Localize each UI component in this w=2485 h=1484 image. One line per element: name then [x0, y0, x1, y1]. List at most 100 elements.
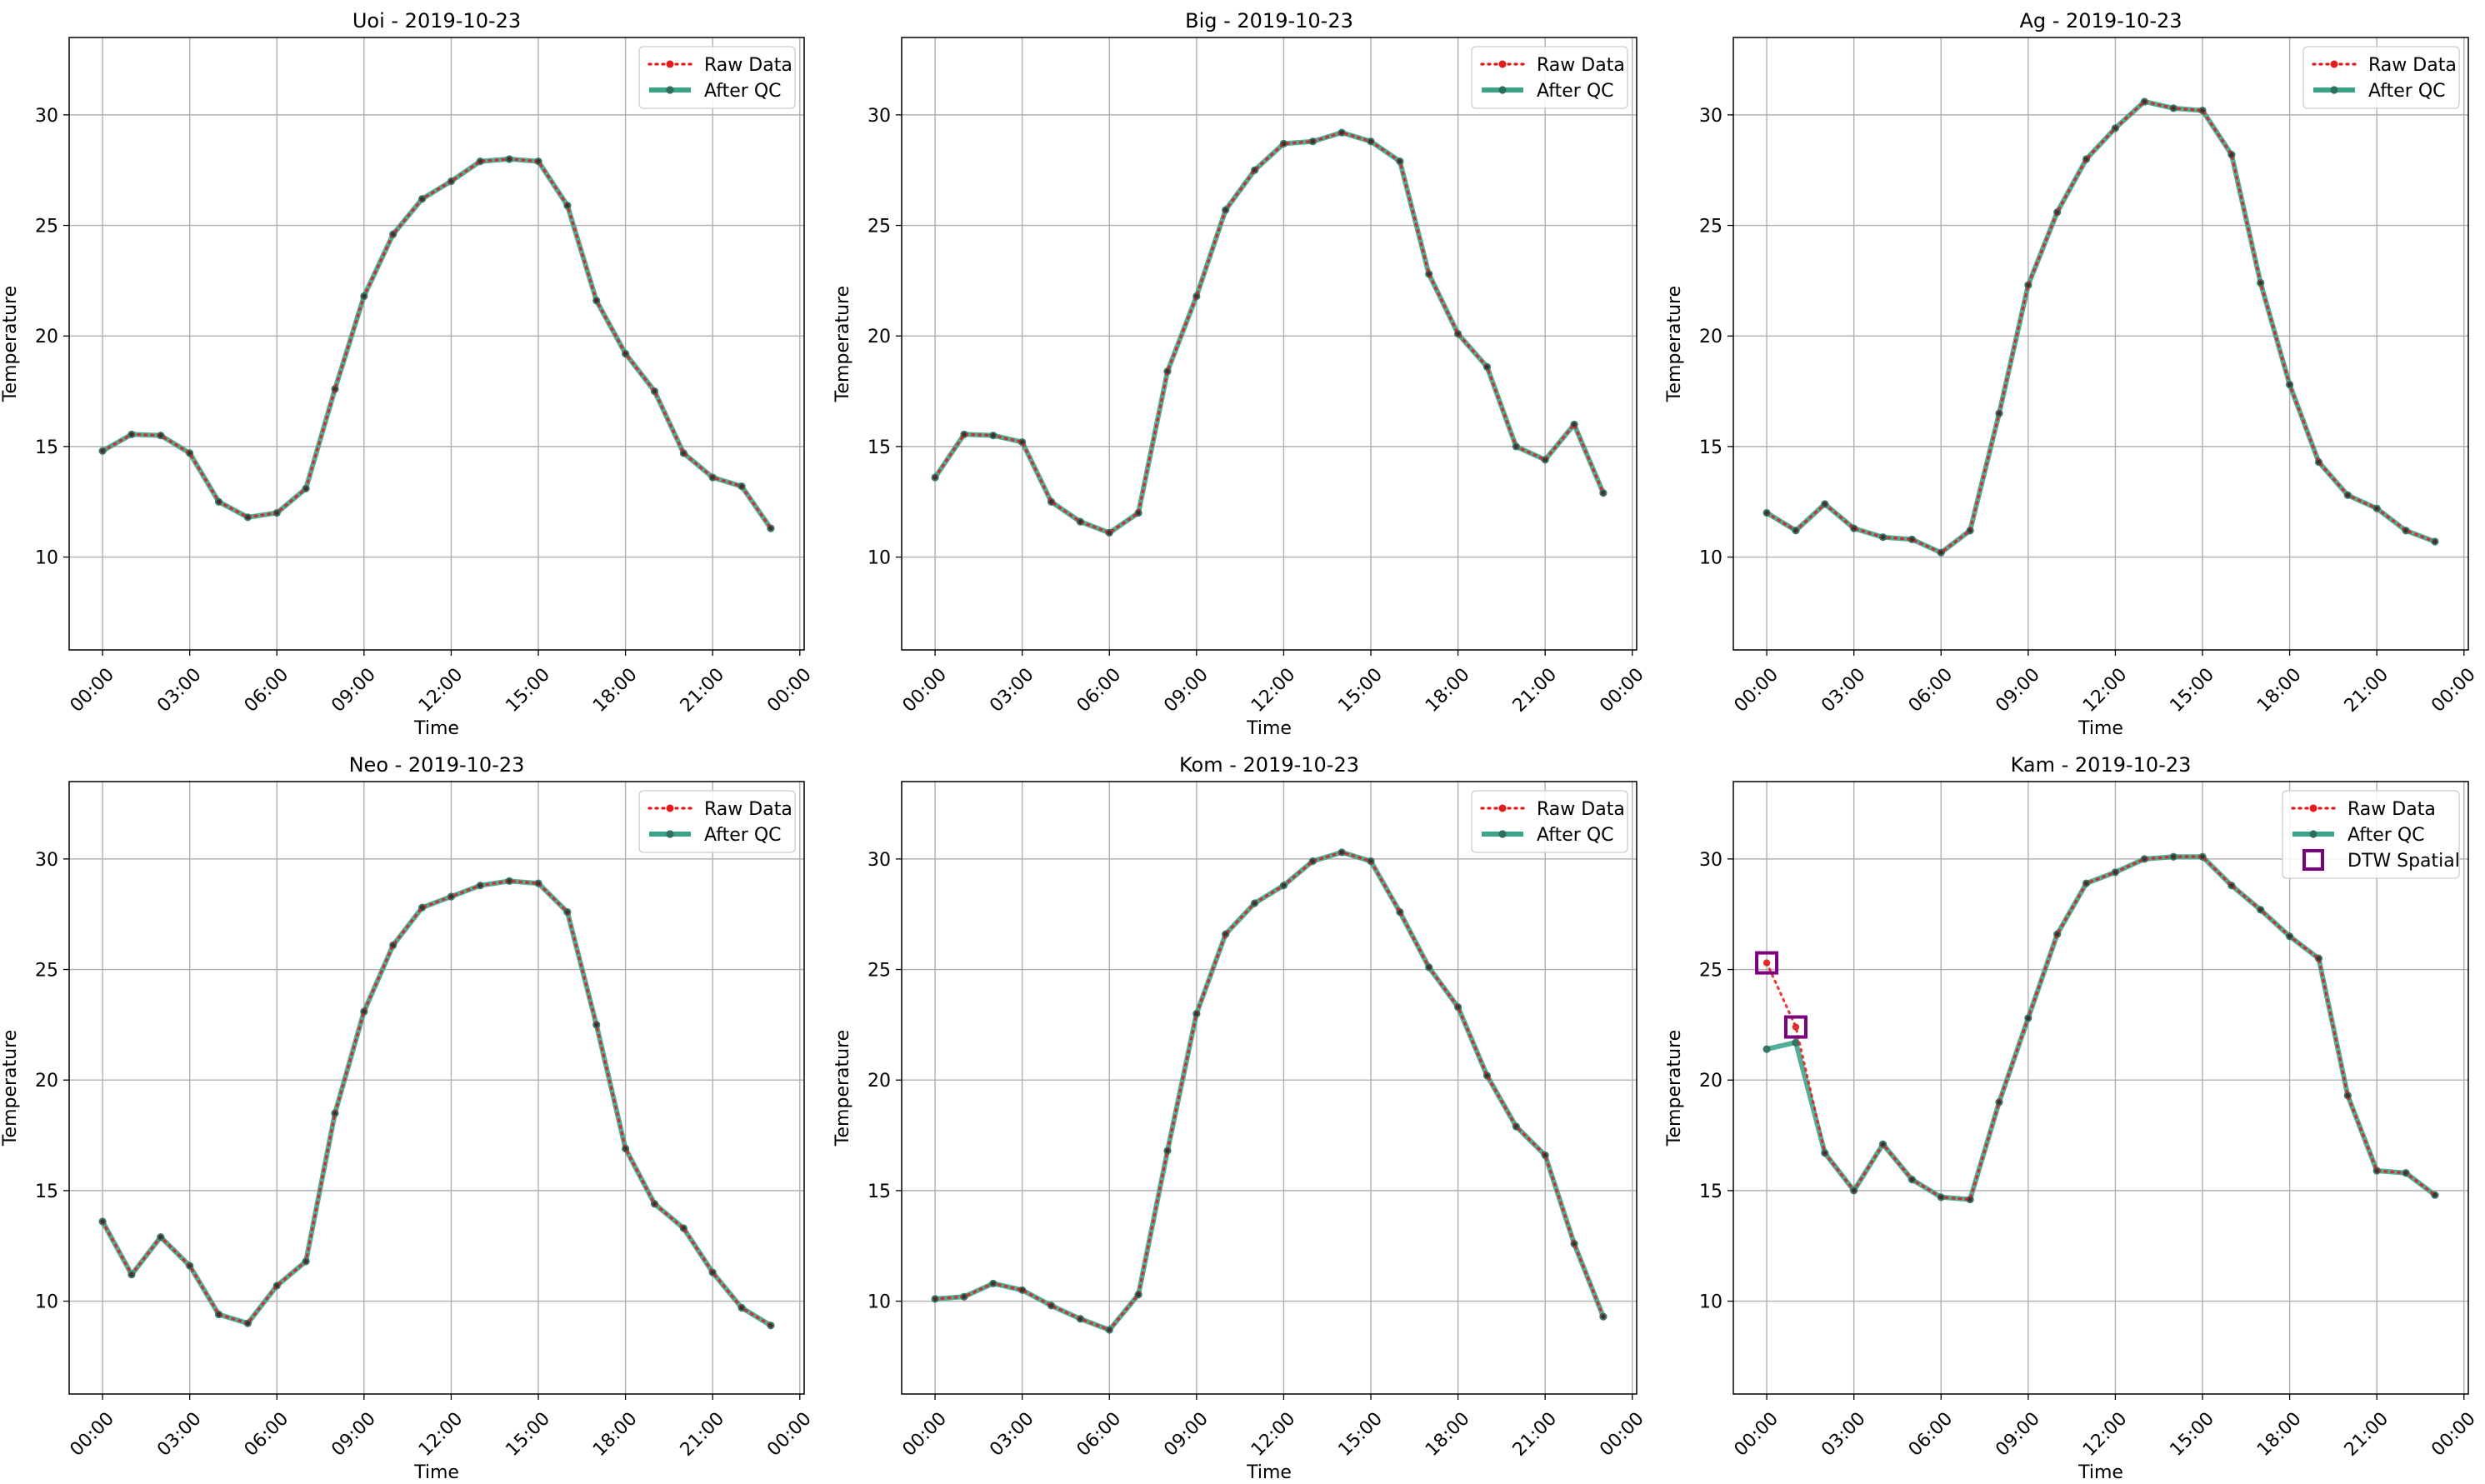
y-tick-label: 25	[35, 217, 58, 237]
x-tick-label: 15:00	[2166, 664, 2218, 717]
data-point-raw-data	[1909, 537, 1914, 542]
x-tick-label: 12:00	[415, 1408, 468, 1461]
x-tick-label: 15:00	[1334, 1408, 1387, 1461]
data-point-raw-data	[2026, 1016, 2031, 1021]
data-point-raw-data	[991, 433, 996, 438]
chart-title: Kam - 2019-10-23	[2011, 753, 2192, 777]
y-tick-label: 25	[868, 961, 891, 982]
data-point-raw-data	[1136, 510, 1141, 516]
x-tick-label: 09:00	[1160, 664, 1212, 717]
series-line-raw-data	[101, 157, 772, 530]
data-point-raw-data	[768, 526, 773, 531]
y-tick-label: 15	[868, 437, 891, 458]
data-point-raw-data	[2403, 1171, 2408, 1176]
y-axis-label: Temperature	[0, 286, 21, 402]
x-tick-label: 03:00	[153, 1408, 206, 1461]
data-point-raw-data	[391, 232, 396, 237]
data-point-raw-data	[100, 1219, 105, 1224]
data-point-raw-data	[1368, 139, 1373, 144]
y-tick-label: 15	[35, 1182, 58, 1202]
series-line-after-qc	[1764, 98, 2438, 556]
data-point-raw-data	[2229, 883, 2234, 888]
legend: Raw Data After QC	[638, 46, 796, 109]
x-tick-label: 03:00	[1818, 664, 1870, 717]
data-point-raw-data	[1484, 1073, 1490, 1078]
x-axis-label: Time	[413, 718, 459, 739]
legend-frame	[1471, 46, 1628, 109]
y-tick-label: 25	[35, 961, 58, 982]
y-tick-label: 10	[868, 548, 891, 569]
data-point-raw-data	[2200, 107, 2205, 113]
x-tick-label: 03:00	[153, 664, 206, 717]
data-point-raw-data	[245, 515, 250, 520]
x-tick-label: 09:00	[1992, 664, 2044, 717]
data-point-raw-data	[332, 387, 338, 392]
data-point-raw-data	[1194, 1012, 1199, 1017]
y-tick-label: 25	[1699, 217, 1722, 237]
data-point-raw-data	[1968, 1197, 1972, 1202]
legend-label-raw: Raw Data	[2348, 799, 2436, 820]
data-point-raw-data	[536, 158, 541, 164]
y-tick-label: 20	[868, 1071, 891, 1092]
data-point-raw-data	[2142, 857, 2147, 862]
data-point-raw-data	[129, 432, 134, 437]
x-tick-label: 18:00	[1422, 664, 1474, 717]
data-point-raw-data	[1542, 1152, 1548, 1158]
data-point-raw-data	[710, 475, 715, 480]
data-point-raw-data	[158, 433, 163, 438]
legend-marker-raw-data	[1498, 804, 1507, 812]
data-point-raw-data	[2288, 934, 2292, 939]
data-point-raw-data	[1909, 1177, 1914, 1182]
x-tick-label: 03:00	[1818, 1408, 1870, 1461]
legend-marker-after-qc	[2309, 830, 2318, 838]
y-axis-label: Temperature	[1664, 286, 1685, 402]
series-line-raw-data	[101, 879, 772, 1327]
data-point-raw-data	[1078, 519, 1082, 524]
data-point-raw-data	[2374, 1168, 2379, 1173]
chart-title: Big - 2019-10-23	[1185, 9, 1353, 32]
data-point-raw-data	[2288, 382, 2292, 387]
y-tick-label: 30	[868, 850, 891, 871]
data-point-raw-data	[1542, 457, 1548, 462]
data-point-raw-data	[391, 942, 396, 947]
data-point-raw-data	[274, 510, 279, 516]
chart-panel: 00:00 03:00 06:00 09:00 12:00 15:00 18:00 21:00…	[1664, 753, 2480, 1483]
data-point-raw-data	[739, 1305, 744, 1311]
series-line-after-qc	[100, 878, 773, 1328]
data-point-raw-data	[681, 1226, 686, 1231]
y-tick-label: 10	[1699, 548, 1722, 569]
data-point-raw-data	[332, 1111, 338, 1116]
data-point-raw-data	[623, 1146, 628, 1152]
y-tick-label: 30	[1699, 850, 1722, 871]
y-tick-label: 20	[1699, 1071, 1722, 1092]
x-tick-label: 00:00	[899, 1408, 952, 1461]
y-axis-label: Temperature	[832, 1030, 853, 1147]
data-point-raw-data	[2345, 492, 2350, 497]
series-raw-data	[100, 157, 773, 531]
data-point-raw-data	[1398, 158, 1402, 164]
legend: Raw Data After QC DTW Spatial	[2282, 790, 2460, 879]
x-axis-label: Time	[1246, 718, 1292, 739]
x-tick-label: 15:00	[2166, 1408, 2218, 1461]
data-point-raw-data	[2258, 907, 2263, 912]
data-point-raw-data	[2171, 106, 2176, 111]
data-point-raw-data	[2083, 157, 2089, 162]
data-point-raw-data	[2055, 210, 2060, 215]
x-tick-label: 18:00	[589, 664, 642, 717]
legend: Raw Data After QC	[2302, 46, 2460, 109]
data-point-after-qc	[1762, 1045, 1771, 1053]
legend-marker-after-qc	[666, 830, 674, 838]
data-point-raw-data	[565, 203, 570, 208]
data-point-raw-data	[2345, 1093, 2350, 1098]
y-tick-label: 30	[868, 106, 891, 127]
y-tick-label: 25	[1699, 961, 1722, 982]
legend-label-qc: After QC	[704, 81, 782, 102]
dtw-spatial-marker	[1783, 1015, 1808, 1039]
data-point-raw-data	[362, 293, 367, 299]
legend-label-raw: Raw Data	[1537, 55, 1625, 76]
chart-panel: 00:00 03:00 06:00 09:00 12:00 15:00 18:00 21:00…	[1664, 9, 2480, 739]
data-point-raw-data	[1310, 139, 1315, 144]
data-point-raw-data	[962, 432, 967, 437]
data-point-raw-data	[623, 351, 628, 357]
data-point-raw-data	[1968, 528, 1972, 533]
